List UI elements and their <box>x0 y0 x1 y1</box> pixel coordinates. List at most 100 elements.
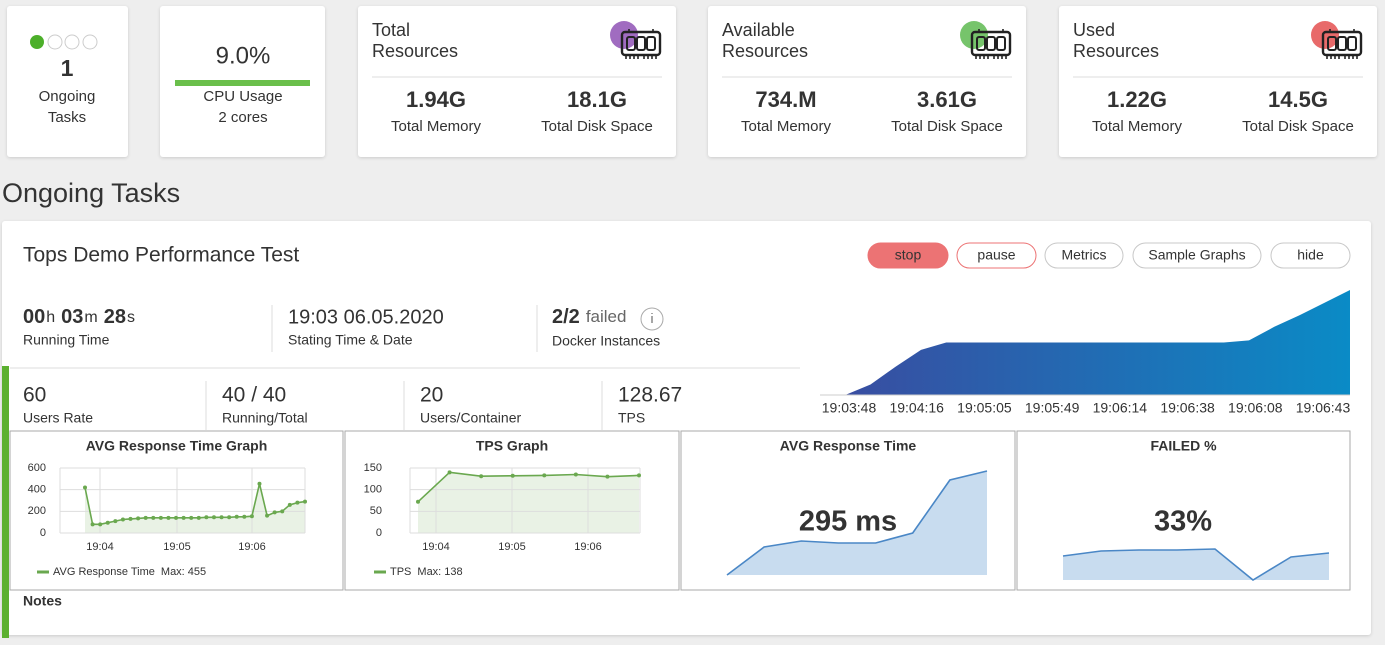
step-dot <box>47 34 63 50</box>
card-title: Available <box>722 20 795 40</box>
button[interactable] <box>1044 242 1124 269</box>
area <box>1063 549 1329 580</box>
area <box>727 471 987 575</box>
disk-value: 14.5G <box>1268 87 1328 112</box>
point <box>242 514 247 519</box>
legend-max: Max: 138 <box>417 566 462 578</box>
card <box>7 6 128 157</box>
point <box>303 499 307 504</box>
docker-status: 2/2 failed <box>552 306 626 328</box>
chart-title: AVG Response Time Graph <box>86 438 268 454</box>
x-tick-label: 19:06:14 <box>1093 400 1148 416</box>
x-tick-label: 19:04:16 <box>889 400 944 416</box>
button[interactable] <box>956 242 1037 269</box>
icon-dot <box>960 21 988 49</box>
point <box>234 514 239 519</box>
point <box>98 522 103 527</box>
card-title: Resources <box>1073 41 1159 61</box>
cpu-bar <box>175 80 310 86</box>
point <box>151 515 156 520</box>
point <box>272 510 277 515</box>
point <box>219 515 224 520</box>
card-label: Ongoing <box>39 88 96 105</box>
point <box>280 509 285 514</box>
x-tick-label: 19:06:38 <box>1160 400 1215 416</box>
kpi-value: 295 ms <box>799 506 897 538</box>
point <box>257 481 262 486</box>
icon-dot <box>1311 21 1339 49</box>
chart-title: TPS Graph <box>476 438 548 454</box>
point <box>90 522 95 527</box>
y-tick-label: 0 <box>40 527 46 539</box>
point <box>416 499 420 504</box>
y-tick-label: 200 <box>28 505 46 517</box>
memory-value: 1.94G <box>406 87 466 112</box>
point <box>120 517 125 522</box>
line <box>1062 548 1330 581</box>
point <box>249 514 254 519</box>
x-tick-label: 19:03:48 <box>822 400 877 416</box>
point <box>166 515 171 520</box>
point <box>227 515 232 520</box>
memory-value: 1.22G <box>1107 87 1167 112</box>
legend-max: Max: 455 <box>161 566 206 578</box>
point <box>211 515 216 520</box>
point <box>196 515 201 520</box>
point <box>113 519 118 524</box>
point <box>447 470 452 475</box>
card-title: Total <box>372 20 410 40</box>
x-tick-label: 19:05:05 <box>957 400 1012 416</box>
point <box>143 515 148 520</box>
stat-label: Running Time <box>23 332 110 348</box>
button[interactable] <box>1270 242 1351 269</box>
y-tick-label: 150 <box>364 462 382 474</box>
button-label[interactable]: hide <box>1297 247 1324 263</box>
task-title: Tops Demo Performance Test <box>23 244 299 267</box>
disk-label: Total Disk Space <box>1242 118 1354 135</box>
status-bar <box>2 366 9 638</box>
card <box>1059 6 1377 157</box>
button-label[interactable]: pause <box>977 247 1015 263</box>
chart-box <box>344 430 680 591</box>
area-fill <box>418 472 639 533</box>
x-tick-label: 19:04 <box>86 541 114 553</box>
chart-title: FAILED % <box>1150 438 1217 454</box>
start-time: 19:03 06.05.2020 <box>288 306 444 328</box>
point <box>136 516 141 521</box>
button[interactable] <box>867 242 949 269</box>
stat-value: 128.67 <box>618 384 682 407</box>
icon-dot <box>610 21 638 49</box>
count: 1 <box>61 55 74 81</box>
card-label: Tasks <box>48 109 86 126</box>
stat-label: TPS <box>618 410 645 426</box>
legend-name: TPS <box>390 566 411 578</box>
y-tick-label: 100 <box>364 484 382 496</box>
point <box>265 513 270 518</box>
button-label[interactable]: stop <box>895 247 922 263</box>
stat-label: Docker Instances <box>552 333 660 349</box>
disk-label: Total Disk Space <box>541 118 653 135</box>
x-tick-label: 19:04 <box>422 541 450 553</box>
x-tick-label: 19:06 <box>238 541 266 553</box>
area <box>820 290 1350 395</box>
stat-label: Running/Total <box>222 410 308 426</box>
section-title: Ongoing Tasks <box>2 178 180 208</box>
point <box>542 473 547 478</box>
time-number: 03 <box>61 306 83 328</box>
stat-label: Stating Time & Date <box>288 332 413 348</box>
point <box>158 515 163 520</box>
disk-value: 3.61G <box>917 87 977 112</box>
stat-label: Users Rate <box>23 410 93 426</box>
point <box>605 474 610 479</box>
task-panel <box>2 221 1371 635</box>
step-dot <box>82 34 98 50</box>
disk-value: 18.1G <box>567 87 627 112</box>
button[interactable] <box>1132 242 1262 269</box>
button-label[interactable]: Sample Graphs <box>1148 247 1245 263</box>
time-number: 00 <box>23 306 45 328</box>
point <box>573 472 578 477</box>
x-tick-label: 19:06:43 <box>1296 400 1351 416</box>
button-label[interactable]: Metrics <box>1061 247 1106 263</box>
time-unit: m <box>84 309 97 326</box>
